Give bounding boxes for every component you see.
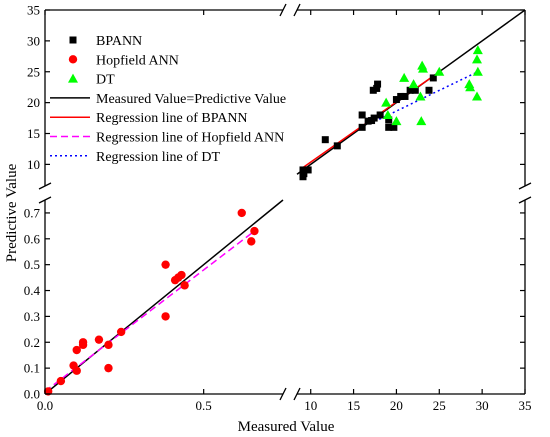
y-tick-label-1-5: 35: [27, 3, 40, 18]
x-tick-label-1-1: 15: [347, 398, 360, 413]
y-break-mark-a: [38, 196, 52, 204]
x-tick-label-1-5: 35: [519, 398, 532, 413]
series-2-point-15: [472, 45, 483, 55]
series-2-point-2: [391, 116, 402, 126]
series-2-point-4: [408, 79, 419, 89]
y-tick-label-1-2: 20: [27, 95, 40, 110]
series-2-point-12: [472, 91, 482, 101]
series-1-point-1: [56, 376, 66, 386]
series-0-point-2: [299, 166, 307, 174]
legend-1-swatch: [68, 55, 78, 64]
y-tick-label-1-0: 10: [27, 157, 40, 172]
x-break-mark-c: [279, 3, 287, 17]
y-tick-label-0-4: 0.4: [24, 283, 41, 298]
series-0-point-13: [374, 80, 382, 88]
y-break-mark-b: [38, 182, 52, 190]
series-2-point-3: [399, 72, 410, 82]
series-0-point-14: [376, 111, 384, 119]
series-1-point-15: [177, 270, 186, 280]
series-0-point-15: [385, 116, 393, 124]
series-2-point-6: [416, 116, 427, 126]
series-2-point-11: [465, 82, 476, 92]
y-break-mark-d: [518, 182, 532, 190]
x-break-mark-b: [293, 387, 301, 401]
series-1-point-17: [237, 208, 246, 218]
y-tick-label-1-3: 25: [27, 64, 40, 79]
x-tick-label-1-3: 25: [433, 398, 446, 413]
legend-1-label: Hopfield ANN: [96, 53, 179, 68]
x-break-mark-d: [293, 3, 301, 17]
x-tick-label-1-0: 10: [304, 398, 317, 413]
series-0-point-6: [358, 123, 366, 131]
series-0-point-7: [358, 111, 366, 119]
series-2-point-9: [434, 66, 445, 76]
legend-4-label: Regression line of BPANN: [96, 111, 248, 126]
x-tick-label-1-4: 30: [476, 398, 489, 413]
x-tick-label-0-1: 0.5: [196, 398, 212, 413]
series-0-point-5: [333, 142, 341, 150]
series-1-point-11: [161, 260, 170, 269]
series-1-point-19: [250, 226, 259, 236]
series-1-point-8: [104, 340, 113, 350]
series-0-point-4: [321, 136, 329, 144]
series-2-point-1: [382, 109, 393, 119]
y-axis-title: Predictive Value: [4, 163, 20, 262]
legend-3-label: Measured Value=Predictive Value: [96, 92, 286, 107]
series-0-point-21: [406, 86, 414, 94]
series-1-point-16: [180, 281, 189, 290]
series-0-point-1: [300, 170, 308, 178]
series-0-point-10: [370, 114, 378, 122]
y-tick-label-0-0: 0.0: [24, 387, 40, 402]
chart-axes: 0.0 0.5 10 15 20 25 30 35 0.0 0.1 0.2 0.3 0.4 0.5 0.6 0…: [24, 3, 532, 414]
y-tick-label-1-1: 15: [27, 126, 40, 141]
y-break-mark-c: [518, 196, 532, 204]
series-0-point-16: [385, 123, 393, 131]
series-0-point-18: [392, 96, 400, 104]
legend-0-label: BPANN: [96, 34, 142, 49]
series-2-point-5: [415, 91, 426, 101]
legend-2-label: DT: [96, 73, 115, 88]
y-tick-label-0-6: 0.6: [24, 231, 41, 246]
series-0-point-20: [401, 92, 409, 100]
chart-marks: [43, 9, 526, 396]
series-2-point-0: [381, 97, 392, 107]
y-tick-label-1-4: 30: [27, 33, 40, 48]
series-2-point-8: [418, 63, 428, 73]
series-2-point-14: [472, 66, 483, 76]
x-break-mark-a: [279, 387, 287, 401]
legend-6-label: Regression line of DT: [96, 150, 220, 165]
series-6-line-segment-0: [378, 71, 479, 120]
series-1-point-18: [247, 237, 256, 246]
series-0-point-12: [373, 84, 381, 92]
y-tick-label-0-3: 0.3: [24, 309, 40, 324]
series-0-point-3: [304, 166, 312, 174]
series-0-point-17: [390, 123, 398, 131]
y-tick-label-0-5: 0.5: [24, 257, 40, 272]
x-axis-title: Measured Value: [238, 419, 335, 435]
y-tick-label-0-2: 0.2: [24, 335, 40, 350]
series-1-point-12: [161, 312, 170, 321]
series-1-point-7: [94, 335, 104, 344]
series-0-point-22: [411, 86, 419, 94]
legend-5-label: Regression line of Hopfield ANN: [96, 131, 284, 146]
series-0-point-23: [425, 86, 433, 94]
series-0-point-19: [397, 92, 405, 100]
legend-2-swatch: [68, 73, 78, 83]
x-tick-label-1-2: 20: [390, 398, 403, 413]
series-1-point-6: [78, 338, 88, 347]
series-1-point-4: [72, 345, 81, 355]
series-2-point-13: [472, 54, 482, 64]
series-1-point-10: [116, 327, 126, 337]
legend: BPANN Hopfield ANN DT Measured Value=Predic…: [50, 34, 286, 165]
series-0-point-24: [429, 74, 437, 82]
series-1-point-3: [72, 366, 81, 375]
y-tick-label-0-1: 0.1: [24, 361, 40, 376]
x-tick-label-0-0: 0.0: [37, 398, 53, 413]
legend-0-swatch: [69, 36, 77, 44]
y-tick-label-0-7: 0.7: [24, 205, 41, 220]
series-1-point-9: [104, 363, 113, 373]
